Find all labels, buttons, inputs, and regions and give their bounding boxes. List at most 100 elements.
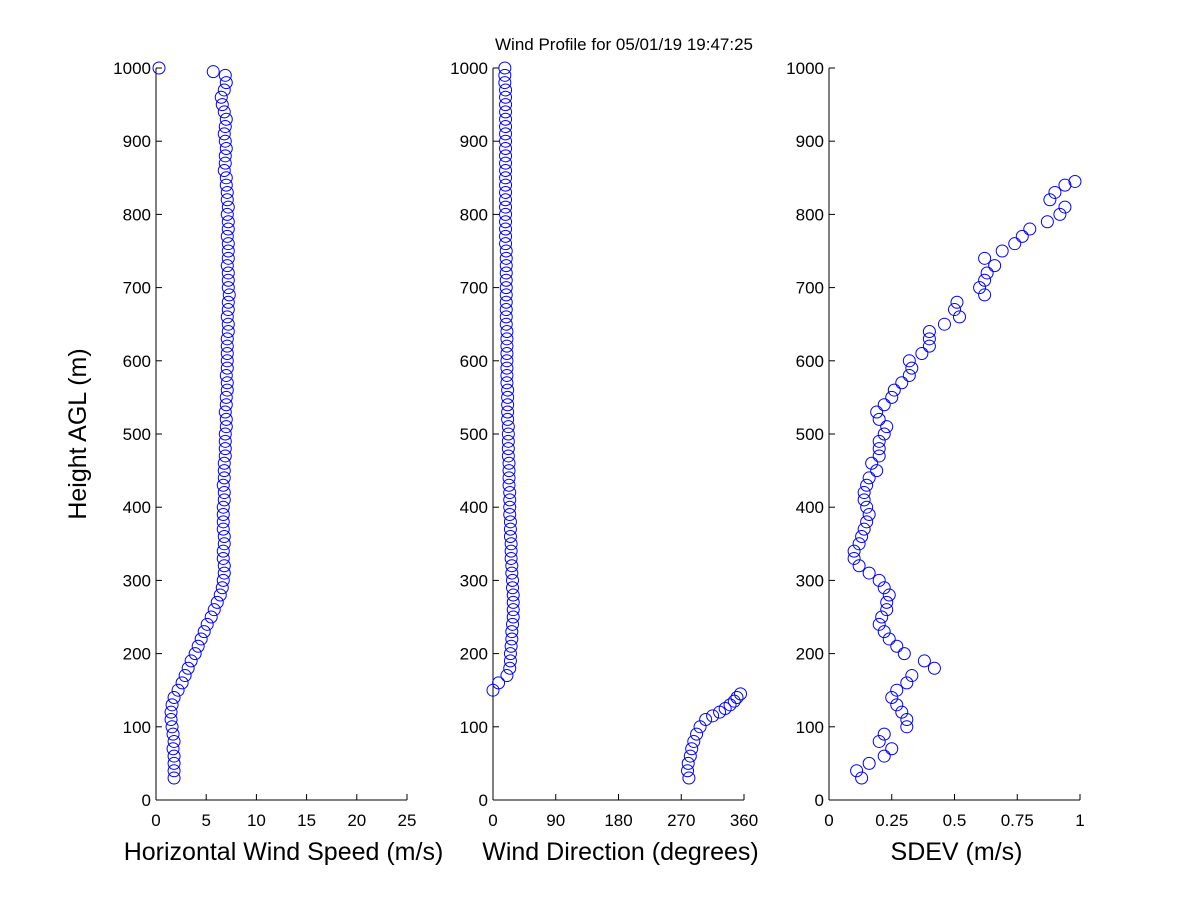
y-tick-label: 100 — [123, 718, 151, 737]
data-point-direction — [499, 156, 513, 170]
data-point-sdev — [877, 625, 891, 639]
data-point-direction — [504, 551, 518, 565]
data-point-speed — [216, 551, 230, 565]
data-point-speed — [164, 705, 178, 719]
data-point-sdev — [862, 566, 876, 580]
data-point-direction — [699, 712, 713, 726]
data-point-sdev — [890, 639, 904, 653]
data-point-direction — [502, 471, 516, 485]
data-point-direction — [506, 573, 520, 587]
data-point-direction — [501, 390, 515, 404]
data-point-sdev — [988, 259, 1002, 273]
data-point-speed — [194, 632, 208, 646]
y-tick-label: 800 — [796, 205, 824, 224]
data-point-speed — [218, 120, 232, 134]
data-point-speed — [218, 68, 232, 82]
data-point-sdev — [900, 720, 914, 734]
chart-title: Wind Profile for 05/01/19 19:47:25 — [495, 35, 753, 54]
y-tick-label: 500 — [796, 425, 824, 444]
data-point-speed — [220, 339, 234, 353]
data-point-direction — [498, 68, 512, 82]
data-point-speed — [206, 65, 220, 79]
x-tick-label: 1 — [1075, 811, 1084, 830]
data-point-sdev — [885, 691, 899, 705]
data-point-speed — [218, 134, 232, 148]
data-point-speed — [220, 361, 234, 375]
data-point-direction — [499, 149, 513, 163]
data-point-sdev — [880, 420, 894, 434]
data-point-speed — [218, 427, 232, 441]
data-point-direction — [503, 654, 517, 668]
data-point-sdev — [847, 551, 861, 565]
data-point-speed — [217, 486, 231, 500]
data-point-speed — [219, 76, 233, 90]
data-point-direction — [499, 259, 513, 273]
data-point-speed — [217, 83, 231, 97]
data-point-direction — [506, 595, 520, 609]
data-point-speed — [217, 529, 231, 543]
data-point-direction — [506, 603, 520, 617]
data-point-direction — [499, 215, 513, 229]
data-point-speed — [184, 654, 198, 668]
data-point-sdev — [857, 493, 871, 507]
data-point-direction — [501, 405, 515, 419]
data-point-direction — [492, 676, 506, 690]
data-point-direction — [499, 105, 513, 119]
data-point-sdev — [973, 281, 987, 295]
data-point-sdev — [870, 405, 884, 419]
data-point-direction — [499, 200, 513, 214]
x-axis-label-direction: Wind Direction (degrees) — [482, 838, 759, 866]
data-point-sdev — [948, 303, 961, 317]
data-point-speed — [216, 544, 230, 558]
data-point-sdev — [900, 712, 914, 726]
data-point-direction — [499, 244, 513, 258]
y-tick-label: 800 — [460, 205, 488, 224]
data-point-sdev — [872, 442, 886, 456]
data-point-sdev — [872, 617, 886, 631]
data-point-speed — [217, 456, 231, 470]
data-point-speed — [220, 354, 234, 368]
data-point-speed — [216, 500, 230, 514]
data-point-sdev — [855, 529, 869, 543]
data-point-direction — [499, 163, 513, 177]
data-point-speed — [221, 317, 235, 331]
data-point-sdev — [877, 749, 891, 763]
data-point-direction — [506, 610, 520, 624]
data-point-speed — [171, 683, 185, 697]
data-point-direction — [503, 661, 517, 675]
data-point-direction — [681, 756, 695, 770]
data-point-direction — [498, 61, 512, 75]
y-tick-label: 300 — [123, 571, 151, 590]
data-point-direction — [499, 178, 513, 192]
data-point-direction — [499, 273, 513, 287]
data-point-speed — [220, 376, 234, 390]
data-point-direction — [498, 76, 512, 90]
data-point-sdev — [1058, 178, 1072, 192]
data-point-speed — [191, 639, 205, 653]
x-tick-label: 20 — [347, 811, 366, 830]
y-tick-label: 600 — [796, 352, 824, 371]
data-point-sdev — [862, 508, 876, 522]
data-point-speed — [220, 207, 234, 221]
data-point-sdev — [1068, 174, 1082, 188]
data-point-sdev — [915, 346, 929, 360]
data-point-direction — [501, 442, 515, 456]
data-point-sdev — [850, 764, 864, 778]
data-point-speed — [214, 90, 228, 104]
y-tick-label: 300 — [460, 571, 488, 590]
x-tick-label: 0 — [151, 811, 160, 830]
data-point-sdev — [857, 522, 871, 536]
y-tick-label: 800 — [123, 205, 151, 224]
data-point-direction — [499, 303, 513, 317]
data-point-speed — [222, 288, 236, 302]
y-tick-label: 900 — [796, 132, 824, 151]
data-point-sdev — [860, 515, 874, 529]
data-point-speed — [217, 127, 231, 141]
data-point-sdev — [885, 742, 899, 756]
data-point-direction — [723, 698, 737, 712]
data-point-direction — [500, 339, 514, 353]
x-tick-label: 5 — [201, 811, 210, 830]
data-point-sdev — [917, 654, 931, 668]
data-point-direction — [502, 478, 516, 492]
data-point-speed — [221, 200, 235, 214]
